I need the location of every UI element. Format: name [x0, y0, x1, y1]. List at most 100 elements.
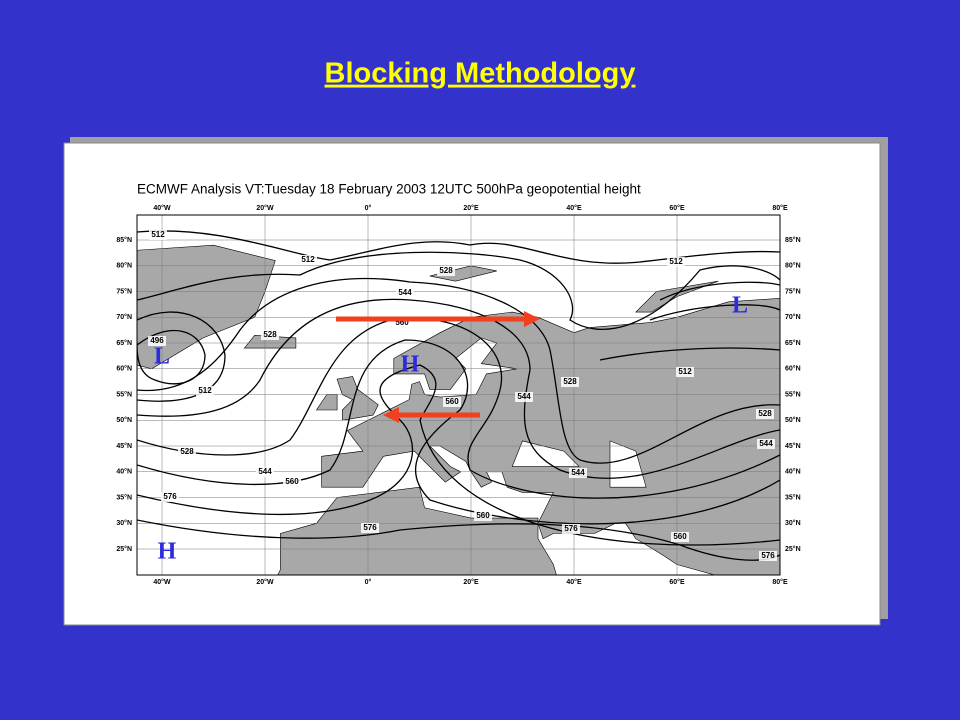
contour-line — [137, 364, 780, 546]
contour-label: 528 — [758, 409, 772, 418]
contour-label: 512 — [151, 230, 165, 239]
contour-label: 528 — [263, 330, 277, 339]
contour-label: 560 — [285, 477, 299, 486]
contour-label-bg — [671, 532, 689, 542]
inland-sea — [511, 440, 580, 467]
contour-label-bg — [283, 477, 301, 487]
longitude-label: 20°W — [256, 578, 274, 586]
map-frame — [136, 214, 781, 576]
contour-label-bg — [396, 288, 414, 298]
longitude-label: 20°E — [463, 578, 479, 586]
contour-label: 512 — [669, 257, 683, 266]
contour-label-bg — [148, 336, 166, 346]
land — [429, 265, 497, 282]
contour-label-bg — [393, 318, 411, 328]
land — [635, 280, 719, 313]
contour-line — [137, 311, 226, 402]
latitude-label: 70°N — [785, 313, 801, 321]
contour-label: 528 — [180, 447, 194, 456]
contour-label: 560 — [445, 397, 459, 406]
contour-line — [137, 298, 780, 479]
flow-arrowhead — [383, 407, 399, 423]
latitude-label: 30°N — [785, 519, 801, 527]
latitude-label: 75°N — [116, 287, 132, 295]
contour-label: 576 — [761, 551, 775, 560]
contour-label: 576 — [163, 492, 177, 501]
latitude-label: 80°N — [116, 262, 132, 270]
contour-label: 512 — [678, 367, 692, 376]
latitude-label: 55°N — [785, 390, 801, 398]
contour-label-bg — [561, 377, 579, 387]
contour-label-bg — [196, 386, 214, 396]
contour-label-bg — [256, 467, 274, 477]
contour-label-bg — [759, 551, 777, 561]
pressure-center: H — [401, 352, 420, 378]
contour-label-bg — [676, 367, 694, 377]
latitude-label: 85°N — [116, 236, 132, 244]
longitude-label: 60°E — [669, 204, 685, 212]
longitude-label: 60°E — [669, 578, 685, 586]
latitude-label: 40°N — [785, 468, 801, 476]
latitude-label: 50°N — [116, 416, 132, 424]
contour-line — [137, 251, 780, 331]
latitude-label: 70°N — [116, 313, 132, 321]
contour-label-bg — [474, 511, 492, 521]
latitude-label: 25°N — [785, 545, 801, 553]
contour-label: 544 — [258, 467, 272, 476]
contour-label: 528 — [563, 377, 577, 386]
contour-line — [137, 339, 780, 525]
longitude-label: 40°E — [566, 578, 582, 586]
map-area — [137, 215, 780, 575]
contour-label: 544 — [517, 392, 531, 401]
latitude-label: 40°N — [116, 468, 132, 476]
longitude-label: 20°W — [256, 204, 274, 212]
pressure-center: L — [732, 293, 748, 319]
land — [321, 298, 780, 575]
latitude-label: 35°N — [785, 493, 801, 501]
contour-label-bg — [178, 447, 196, 457]
contour-label-bg — [299, 255, 317, 265]
contour-label: 544 — [571, 468, 585, 477]
slide-title: Blocking Methodology — [325, 58, 636, 90]
contour-label-bg — [757, 439, 775, 449]
contour-line — [599, 281, 780, 361]
longitude-label: 80°E — [772, 578, 788, 586]
latitude-label: 25°N — [116, 545, 132, 553]
contour-label-bg — [756, 409, 774, 419]
latitude-label: 55°N — [116, 390, 132, 398]
latitude-label: 65°N — [116, 339, 132, 347]
map-labels: 40°W 40°W 20°W 20°W 0° 0° 20°E 20°E 40°E 40°E 60°E… — [116, 204, 800, 586]
contour-label: 544 — [398, 288, 412, 297]
contour-label: 544 — [759, 439, 773, 448]
pressure-center: L — [154, 344, 170, 370]
latitude-label: 35°N — [116, 493, 132, 501]
contour-label: 512 — [198, 386, 212, 395]
longitude-label: 40°W — [153, 204, 171, 212]
latitude-label: 80°N — [785, 262, 801, 270]
latitude-label: 65°N — [785, 339, 801, 347]
longitude-label: 40°E — [566, 204, 582, 212]
contour-label-bg — [569, 468, 587, 478]
latitude-label: 45°N — [116, 442, 132, 450]
longitude-label: 20°E — [463, 204, 479, 212]
contour-label-bg — [161, 492, 179, 502]
contour-label: 560 — [673, 532, 687, 541]
latitude-label: 60°N — [785, 365, 801, 373]
contour-label: 512 — [301, 255, 315, 264]
contour-label: 560 — [395, 318, 409, 327]
contour-line — [137, 277, 780, 464]
longitude-label: 0° — [365, 204, 372, 212]
contour-label-bg — [437, 266, 455, 276]
pressure-center: H — [158, 539, 177, 565]
contour-line — [137, 519, 780, 561]
latitude-label: 50°N — [785, 416, 801, 424]
contour-label: 528 — [439, 266, 453, 275]
contour-line — [137, 317, 780, 499]
latitude-label: 75°N — [785, 287, 801, 295]
contour-label: 576 — [363, 523, 377, 532]
flow-arrowhead — [524, 311, 540, 327]
longitude-label: 0° — [365, 578, 372, 586]
contour-label-bg — [361, 523, 379, 533]
contour-label: 560 — [476, 511, 490, 520]
